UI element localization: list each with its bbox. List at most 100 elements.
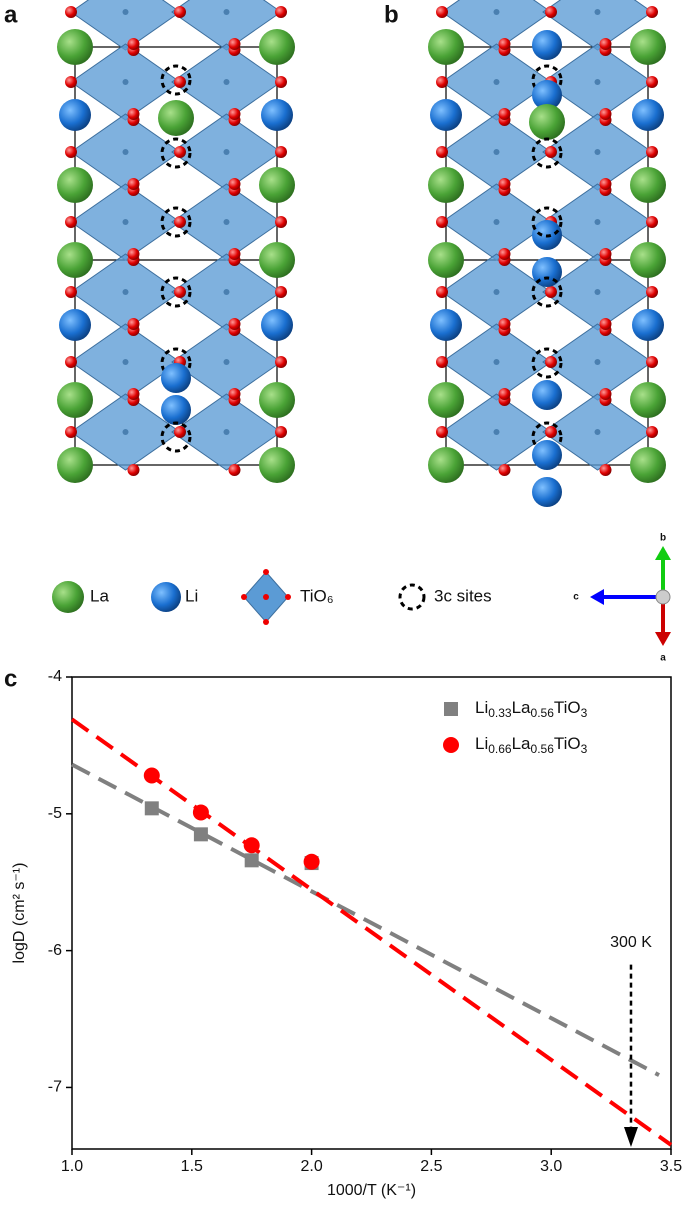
point [192, 804, 209, 821]
o-atom [228, 318, 241, 330]
o-atom [127, 108, 140, 120]
li-atom [532, 80, 562, 110]
o-atom [599, 248, 612, 260]
o-atom [599, 178, 612, 190]
site-3c [160, 206, 192, 238]
site-3c [160, 64, 192, 96]
li-atom [430, 99, 462, 131]
li-atom [532, 380, 562, 410]
o-atom [498, 388, 511, 400]
triad-label: b [660, 533, 666, 544]
la-atom [259, 447, 295, 483]
legend-label: TiO₆ [300, 586, 334, 605]
o-atom [498, 178, 511, 190]
o-atom [545, 286, 557, 298]
o-atom [599, 108, 612, 120]
o-atom [275, 6, 287, 18]
o-atom [275, 76, 287, 88]
o-atom [646, 146, 658, 158]
legend-label: Li [185, 586, 198, 605]
li-atom [261, 99, 293, 131]
la-atom [259, 29, 295, 65]
o-atom [275, 146, 287, 158]
o-atom [646, 286, 658, 298]
o-atom [275, 426, 287, 438]
legend-marker [444, 702, 458, 716]
o-atom [599, 38, 612, 50]
la-atom [259, 167, 295, 203]
ti-atom [594, 429, 601, 435]
o-atom [545, 6, 557, 18]
plot-frame [71, 676, 672, 1150]
o-atom [275, 216, 287, 228]
la-atom [630, 167, 666, 203]
ti-atom [122, 9, 129, 15]
x-axis-label: 1000/T (K⁻¹) [327, 1182, 416, 1199]
li-atom [161, 363, 191, 393]
o-atom [436, 356, 448, 368]
o-atom [498, 318, 511, 330]
legend-marker [443, 737, 459, 753]
point [143, 767, 160, 784]
o-atom [436, 6, 448, 18]
o-atom [228, 248, 241, 260]
ti-atom [223, 429, 230, 435]
y-axis-label: logD (cm² s⁻¹) [11, 863, 28, 964]
o-atom [127, 248, 140, 260]
x-tick-label: 1.5 [181, 1158, 203, 1175]
x-tick-label: 3.5 [660, 1158, 682, 1175]
li-icon [151, 582, 181, 612]
ti-atom [122, 79, 129, 85]
la-atom [630, 29, 666, 65]
arrow-head [623, 1127, 638, 1147]
o-atom [174, 6, 186, 18]
legend-label: La [90, 586, 109, 605]
o-atom [498, 108, 511, 120]
o-atom [646, 6, 658, 18]
ti-atom [493, 79, 500, 85]
ti-atom [223, 289, 230, 295]
la-atom [259, 242, 295, 278]
o-atom [545, 146, 557, 158]
o-atom [174, 216, 186, 228]
point [243, 837, 260, 854]
ti-atom [223, 359, 230, 365]
o-atom [127, 388, 140, 400]
la-atom [630, 242, 666, 278]
y-tick-label: -5 [48, 805, 62, 822]
annotation: 300 K [610, 934, 652, 951]
crystal-structures [57, 0, 666, 507]
ti-atom [594, 79, 601, 85]
la-atom [428, 242, 464, 278]
o-atom [228, 108, 241, 120]
o-atom [174, 146, 186, 158]
ti-atom [594, 289, 601, 295]
o-atom [65, 356, 77, 368]
o-atom [646, 426, 658, 438]
ti-atom [122, 149, 129, 155]
la-atom [529, 104, 565, 140]
o-atom [599, 464, 612, 476]
o-atom [646, 216, 658, 228]
o-atom [65, 426, 77, 438]
x-tick-label: 2.0 [300, 1158, 322, 1175]
o-atom [174, 286, 186, 298]
site-3c [531, 137, 563, 169]
y-tick-label: -7 [48, 1079, 62, 1096]
o-atom [498, 38, 511, 50]
li-atom [261, 309, 293, 341]
o-atom [275, 286, 287, 298]
la-atom [630, 447, 666, 483]
o-atom [127, 318, 140, 330]
ti-atom [223, 219, 230, 225]
panel-label: b [384, 1, 399, 28]
ti-atom [122, 289, 129, 295]
li-atom [532, 257, 562, 287]
la-atom [57, 29, 93, 65]
legend-label: 3c sites [434, 586, 492, 605]
ti-atom [493, 429, 500, 435]
o-atom [228, 38, 241, 50]
panel-label: a [4, 1, 18, 28]
site-3c [160, 276, 192, 308]
o-atom [127, 38, 140, 50]
